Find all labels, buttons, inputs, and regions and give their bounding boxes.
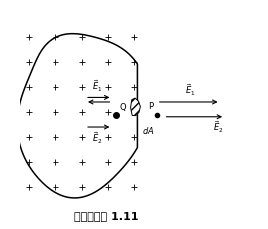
Text: $dA$: $dA$ [142, 125, 154, 136]
Text: P: P [148, 102, 154, 111]
Text: $\vec{E}_2$: $\vec{E}_2$ [92, 131, 102, 146]
Polygon shape [17, 34, 137, 198]
Text: चित्र 1.11: चित्र 1.11 [75, 211, 139, 221]
Text: $\vec{E}_1$: $\vec{E}_1$ [184, 83, 195, 98]
Polygon shape [131, 98, 140, 116]
Text: $\vec{E}_2$: $\vec{E}_2$ [213, 120, 224, 135]
Text: Q: Q [119, 103, 126, 112]
Text: $\vec{E}_1$: $\vec{E}_1$ [92, 79, 102, 94]
